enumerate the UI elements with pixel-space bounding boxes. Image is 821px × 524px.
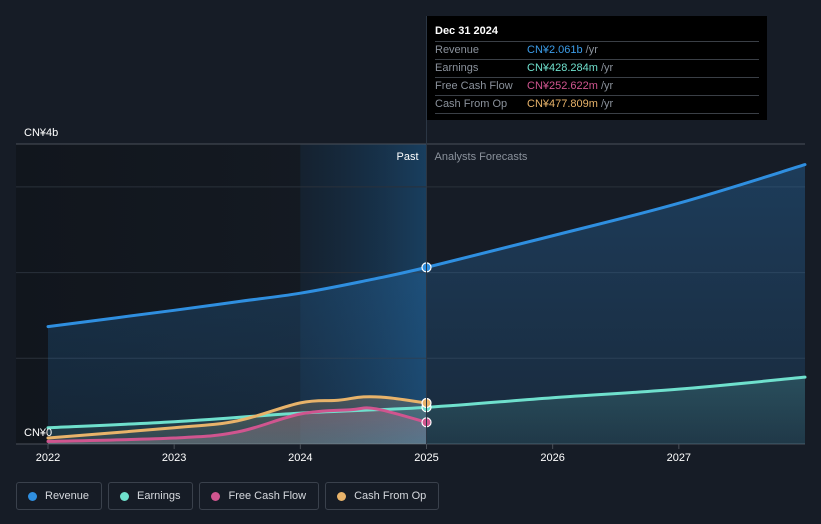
legend-label: Revenue [45, 490, 90, 502]
tooltip-row-free-cash-flow: Free Cash Flow CN¥252.622m /yr [435, 78, 759, 96]
tooltip-date: Dec 31 2024 [435, 24, 759, 42]
tooltip-unit: /yr [600, 80, 614, 92]
chart: CN¥4b CN¥0 Past Analysts Forecasts 2022 2… [16, 16, 807, 464]
revenue-dot-icon [28, 491, 37, 501]
cash-from-op-area [48, 396, 427, 444]
revenue-line [46, 163, 807, 329]
free-cash-flow-dot-icon [211, 491, 221, 501]
tooltip-row-revenue: Revenue CN¥2.061b /yr [435, 42, 759, 60]
tooltip-row-cash-from-op: Cash From Op CN¥477.809m /yr [435, 96, 759, 114]
tooltip-label: Free Cash Flow [435, 80, 513, 92]
legend-item-earnings[interactable]: Earnings [108, 482, 194, 510]
legend-label: Cash From Op [354, 490, 427, 502]
legend-label: Free Cash Flow [228, 490, 307, 502]
tooltip-unit: /yr [600, 98, 614, 110]
x-tick-label: 2026 [540, 452, 564, 464]
tooltip-label: Revenue [435, 44, 480, 56]
legend-item-cash-from-op[interactable]: Cash From Op [325, 482, 440, 510]
y-axis-bottom-label: CN¥0 [24, 427, 52, 439]
tooltip-value: CN¥477.809m [527, 98, 598, 110]
free-cash-flow-line [46, 406, 428, 443]
x-tick-label: 2024 [288, 452, 312, 464]
x-tick-label: 2022 [36, 452, 60, 464]
earnings-dot-icon [120, 491, 130, 501]
legend: Revenue Earnings Free Cash Flow Cash Fro… [16, 482, 440, 510]
legend-item-revenue[interactable]: Revenue [16, 482, 103, 510]
tooltip-value: CN¥428.284m [527, 62, 598, 74]
y-axis-top-label: CN¥4b [24, 127, 58, 139]
tooltip-unit: /yr [585, 44, 598, 56]
tooltip-unit: /yr [600, 62, 614, 74]
cash-from-op-line [46, 395, 428, 440]
forecast-label: Analysts Forecasts [435, 151, 528, 163]
legend-item-free-cash-flow[interactable]: Free Cash Flow [199, 482, 320, 510]
cash-from-op-dot-icon [337, 491, 347, 501]
tooltip-value: CN¥2.061b [527, 44, 583, 56]
x-tick-label: 2025 [414, 452, 438, 464]
x-tick-label: 2023 [162, 452, 186, 464]
legend-label: Earnings [137, 490, 181, 502]
past-label: Past [396, 151, 418, 163]
tooltip-label: Cash From Op [435, 98, 508, 110]
x-tick-label: 2027 [667, 452, 691, 464]
tooltip-label: Earnings [435, 62, 479, 74]
tooltip-row-earnings: Earnings CN¥428.284m /yr [435, 60, 759, 78]
tooltip: Dec 31 2024 Revenue CN¥2.061b /yr Earnin… [427, 16, 767, 120]
tooltip-value: CN¥252.622m [527, 80, 598, 92]
